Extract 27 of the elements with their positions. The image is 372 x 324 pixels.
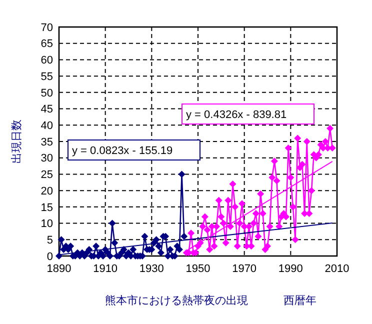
x-tick-label: 1950 (186, 263, 210, 275)
x-tick-label: 2010 (324, 263, 350, 275)
y-tick-label: 15 (40, 202, 53, 214)
y-tick-label: 60 (40, 54, 53, 67)
y-axis-title: 出現日数 (10, 120, 23, 164)
y-tick-label: 70 (40, 22, 53, 34)
y-tick-label: 65 (40, 38, 53, 50)
y-tick-label: 45 (40, 104, 53, 116)
x-tick-label: 1970 (232, 263, 257, 275)
y-tick-label: 30 (40, 152, 53, 165)
x-axis-title: 西暦年 (284, 295, 316, 307)
text: 熊本市における熱帯夜の出現 (105, 294, 248, 307)
y-tick-label: 50 (40, 87, 53, 100)
y-tick-label: 35 (40, 136, 53, 148)
x-tick-label: 1990 (278, 263, 303, 275)
y-tick-label: 5 (46, 234, 53, 246)
y-tick-label: 40 (40, 120, 53, 132)
y-tick-label: 55 (40, 70, 53, 83)
y-tick-label: 20 (40, 185, 53, 198)
x-tick-label: 1930 (139, 263, 164, 275)
y-tick-label: 10 (40, 218, 53, 230)
x-tick-label: 1910 (93, 263, 118, 275)
y-tick-label: 0 (46, 250, 53, 263)
x-tick-label: 1890 (46, 263, 72, 275)
y-tick-label: 25 (40, 169, 53, 182)
annotation: y = 0.4326x - 839.81 (186, 109, 287, 121)
annotation: y = 0.0823x - 155.19 (72, 145, 173, 157)
